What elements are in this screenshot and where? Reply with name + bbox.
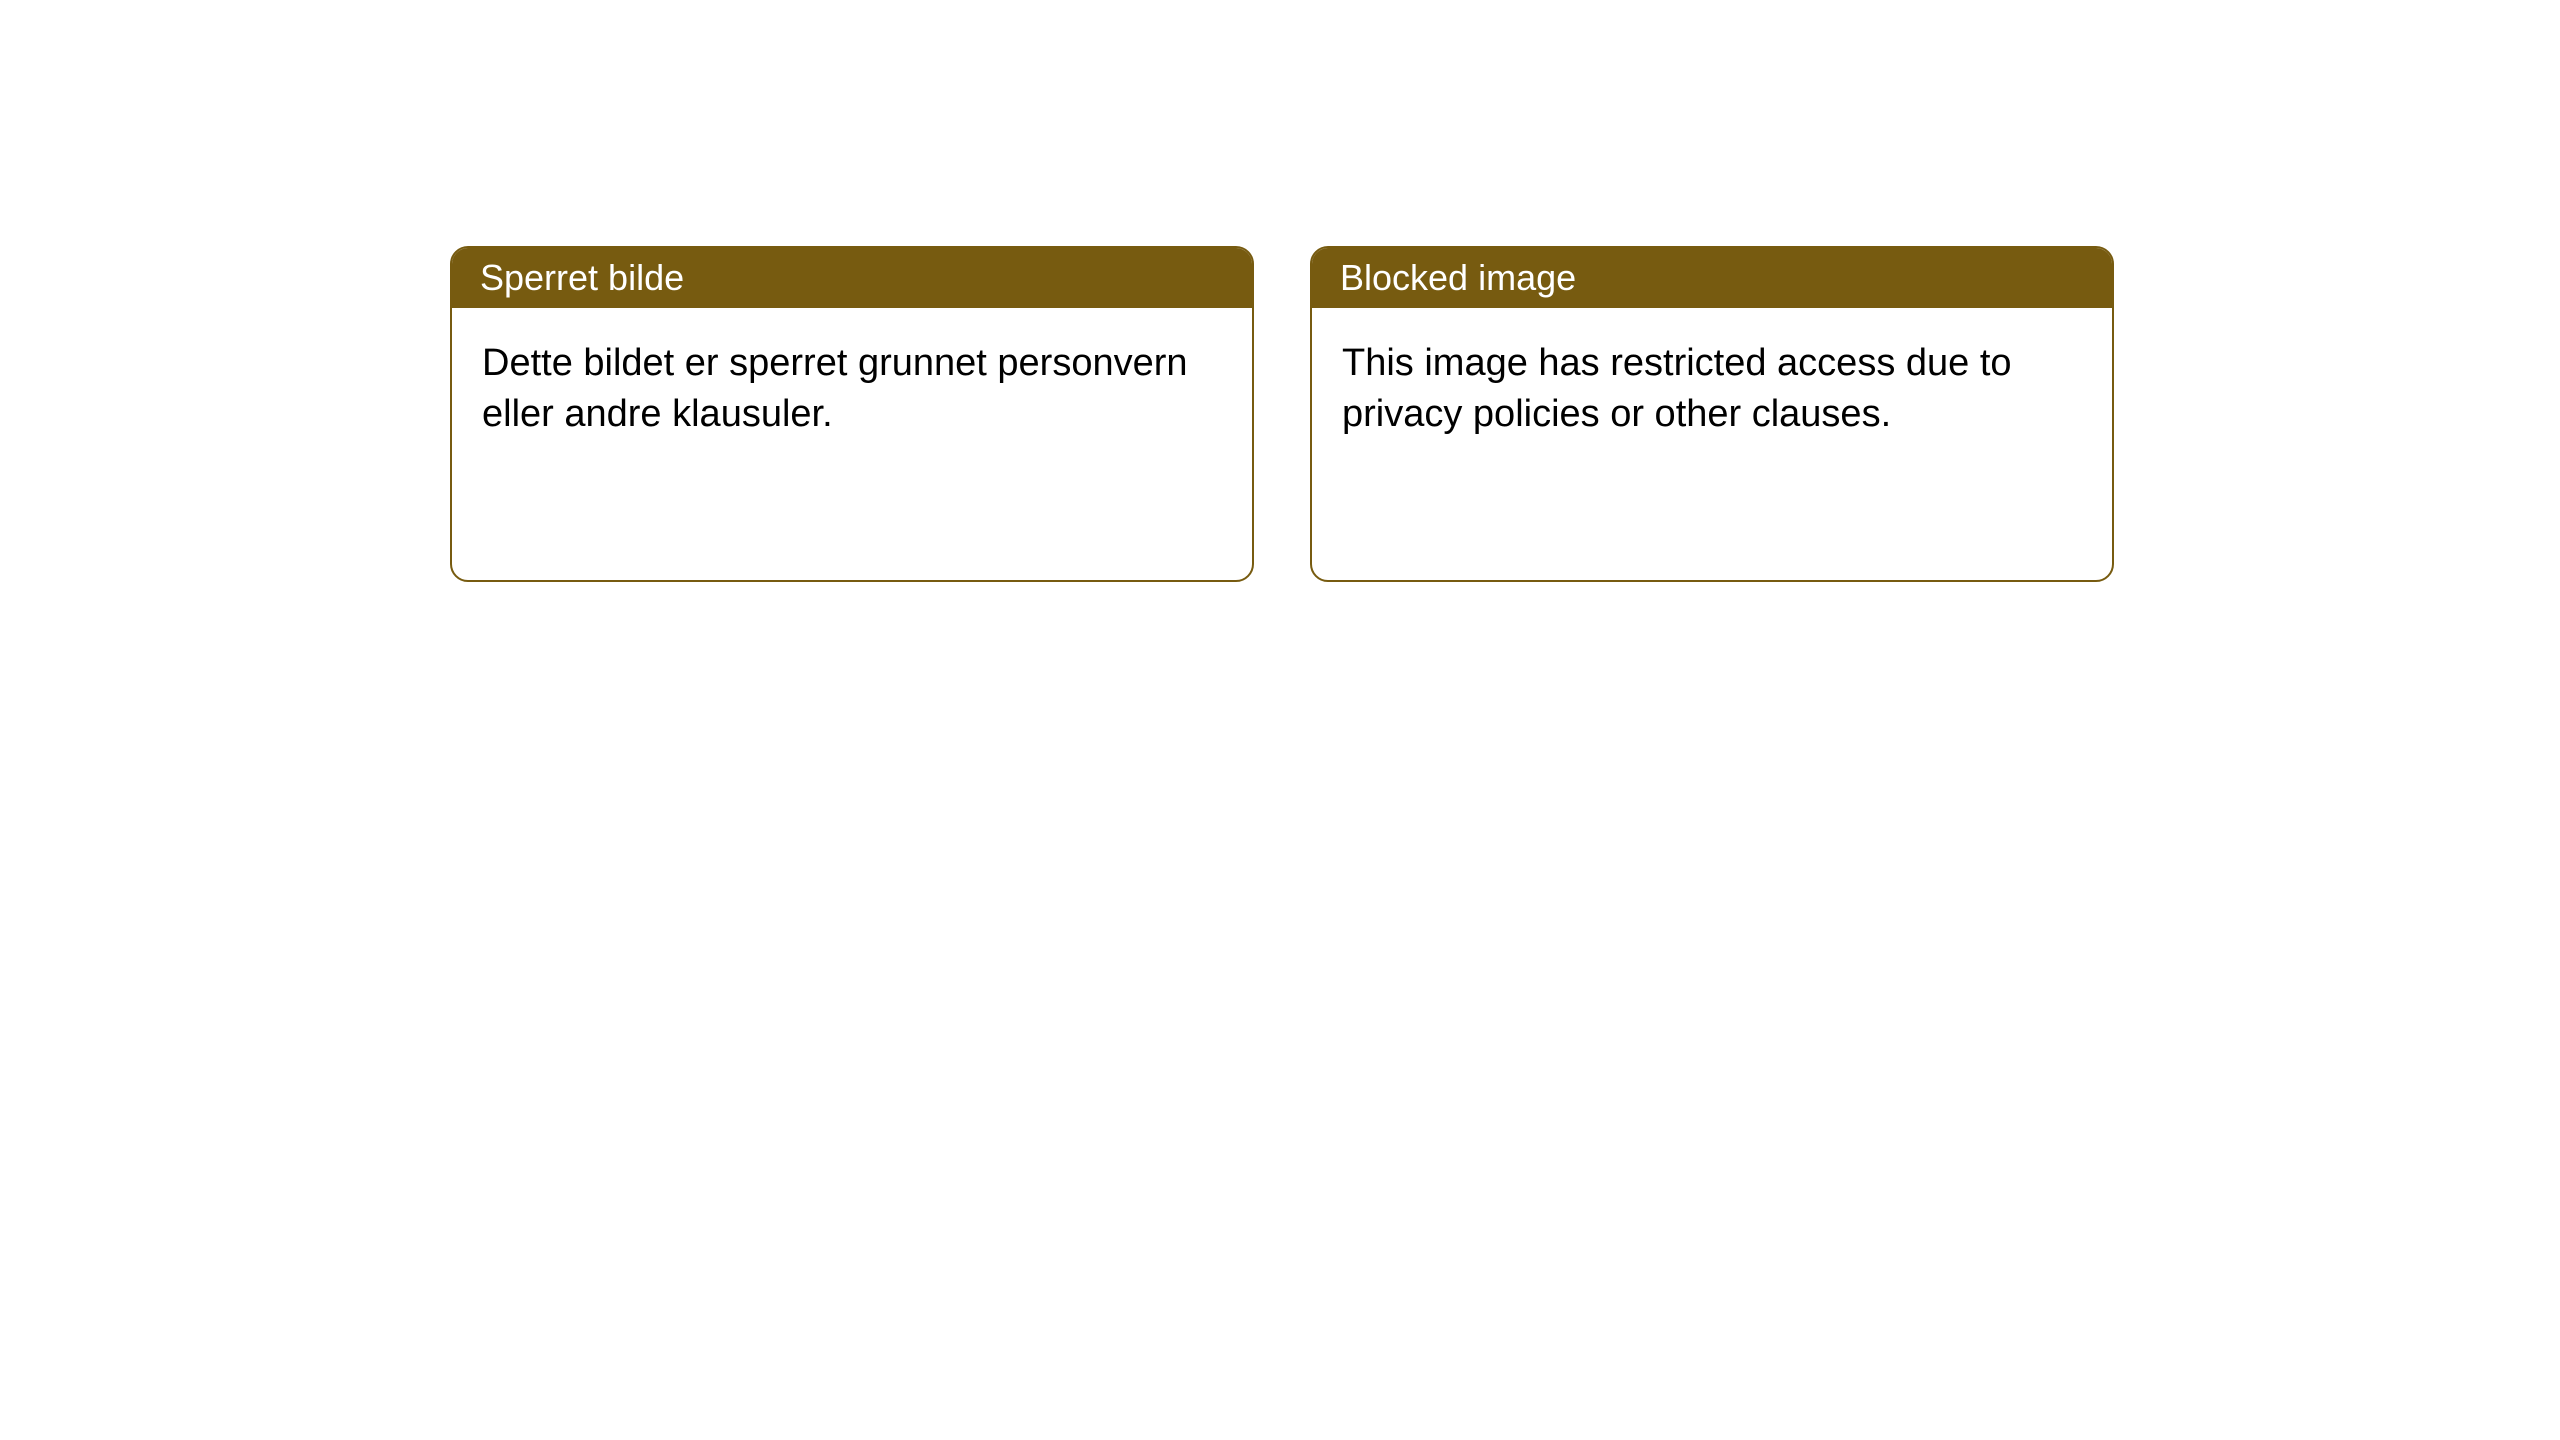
card-body: This image has restricted access due to … [1312,308,2112,471]
blocked-image-card-no: Sperret bilde Dette bildet er sperret gr… [450,246,1254,582]
card-body: Dette bildet er sperret grunnet personve… [452,308,1252,471]
blocked-image-card-en: Blocked image This image has restricted … [1310,246,2114,582]
card-body-text: This image has restricted access due to … [1342,342,2012,435]
card-title: Sperret bilde [480,257,684,299]
card-title: Blocked image [1340,257,1576,299]
card-body-text: Dette bildet er sperret grunnet personve… [482,342,1188,435]
notice-container: Sperret bilde Dette bildet er sperret gr… [0,0,2560,582]
card-header: Sperret bilde [452,248,1252,308]
card-header: Blocked image [1312,248,2112,308]
